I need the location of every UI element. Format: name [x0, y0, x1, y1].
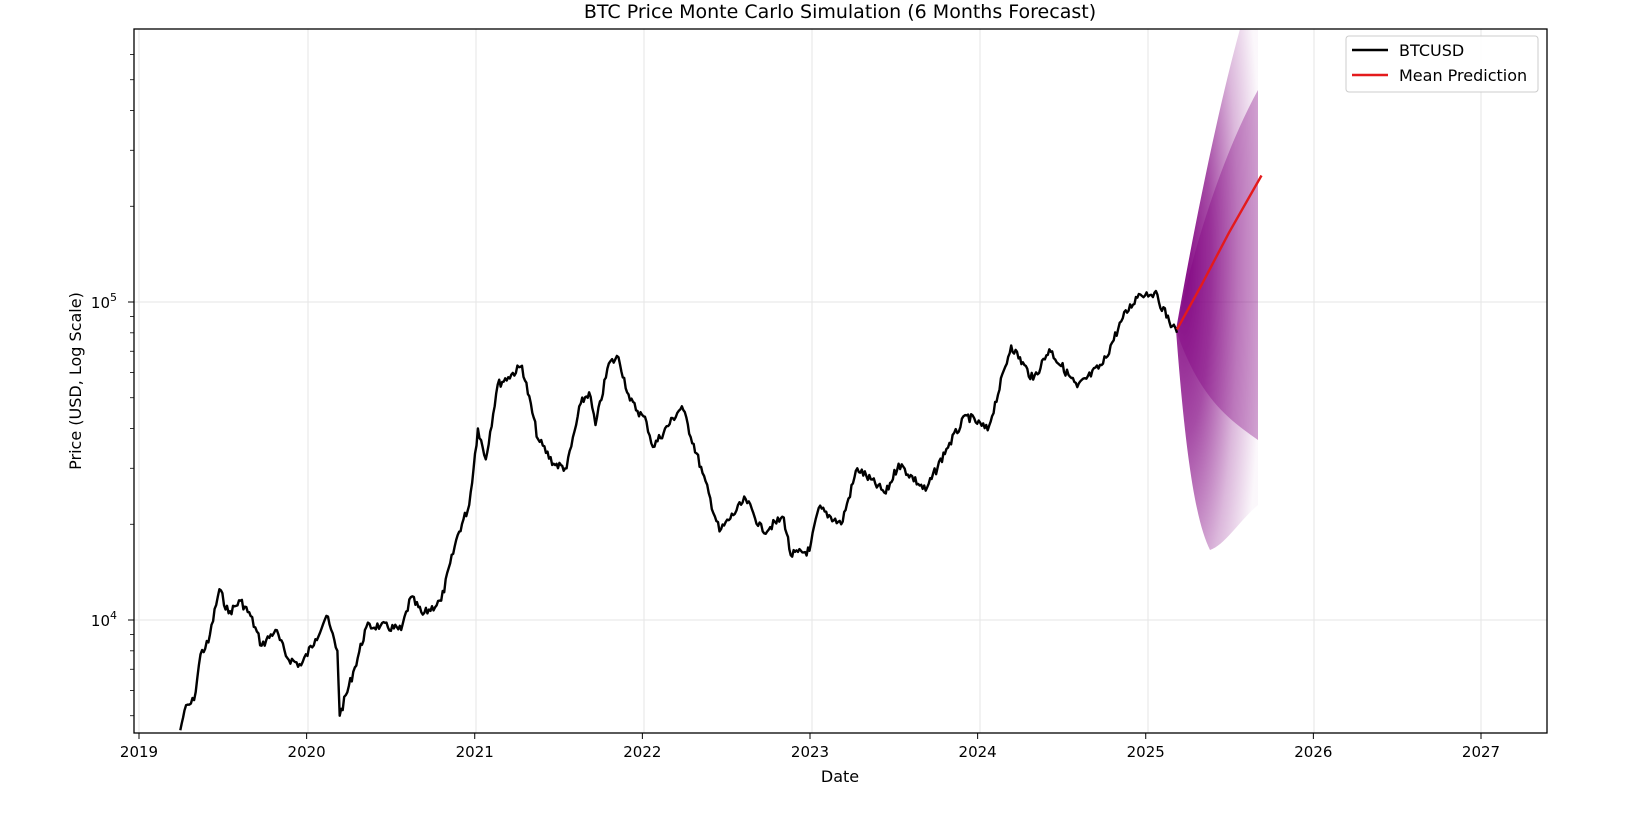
grid [134, 29, 1547, 733]
simulation-core [1176, 90, 1258, 440]
x-tick-label: 2021 [456, 743, 494, 761]
x-tick-label: 2025 [1127, 743, 1165, 761]
y-tick-label: 105 [91, 291, 117, 312]
x-tick-label: 2022 [623, 743, 661, 761]
x-axis-label: Date [821, 767, 859, 786]
simulation-fan [1176, 29, 1258, 550]
x-tick-label: 2023 [791, 743, 829, 761]
x-tick-label: 2019 [120, 743, 158, 761]
btcusd-line [179, 289, 1179, 731]
chart-title: BTC Price Monte Carlo Simulation (6 Mont… [584, 1, 1096, 23]
y-axis-ticks: 104 105 [91, 54, 134, 717]
legend-btcusd-label: BTCUSD [1399, 41, 1464, 60]
mean-prediction-line [1175, 174, 1263, 330]
x-tick-label: 2024 [959, 743, 997, 761]
x-axis-ticks: 2019 2020 2021 2022 2023 2024 2025 2026 2027 [120, 733, 1500, 761]
y-tick-label: 104 [91, 609, 117, 630]
y-axis-label: Price (USD, Log Scale) [66, 292, 85, 470]
x-tick-label: 2026 [1294, 743, 1332, 761]
legend-mean-label: Mean Prediction [1399, 66, 1527, 85]
x-tick-label: 2027 [1462, 743, 1500, 761]
x-tick-label: 2020 [288, 743, 326, 761]
legend: BTCUSD Mean Prediction [1345, 35, 1539, 93]
plot-frame [133, 28, 1548, 734]
